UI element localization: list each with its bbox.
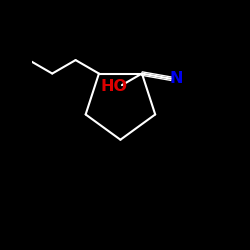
Text: HO: HO xyxy=(100,78,127,94)
Text: N: N xyxy=(170,71,183,86)
